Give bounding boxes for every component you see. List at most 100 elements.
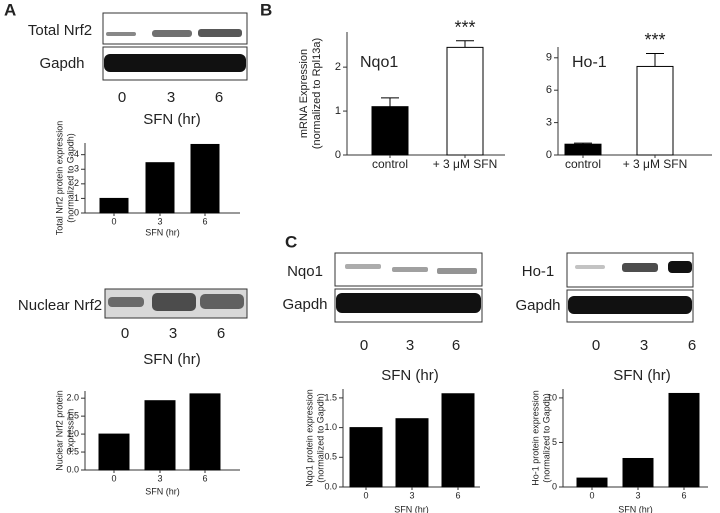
lane-label: 0 bbox=[118, 89, 126, 106]
bar bbox=[144, 400, 176, 471]
blot-xlabel: SFN (hr) bbox=[143, 351, 201, 368]
y-tick-label: 1.5 bbox=[66, 411, 79, 421]
band bbox=[345, 264, 381, 269]
bar bbox=[395, 418, 429, 488]
x-tick-label: 6 bbox=[455, 490, 460, 500]
bar bbox=[668, 392, 700, 488]
lane-label: 6 bbox=[215, 89, 223, 106]
error-bar bbox=[646, 52, 664, 67]
y-tick-label: 4 bbox=[74, 149, 79, 159]
x-tick-label: 3 bbox=[635, 490, 640, 500]
annotation: *** bbox=[454, 18, 475, 38]
y-tick-label: 2.0 bbox=[66, 393, 79, 403]
bar bbox=[190, 143, 220, 214]
x-tick-label: 3 bbox=[409, 490, 414, 500]
error-bar bbox=[574, 142, 592, 145]
band bbox=[622, 263, 658, 272]
panel-letter: B bbox=[260, 0, 272, 19]
y-axis-label: expression bbox=[65, 409, 75, 453]
y-tick-label: 0.0 bbox=[324, 481, 337, 491]
panel-letter: C bbox=[285, 232, 297, 251]
y-tick-label: 1 bbox=[74, 193, 79, 203]
bar bbox=[576, 477, 608, 488]
blot-label: Nuclear Nrf2 bbox=[18, 297, 102, 314]
bar bbox=[99, 197, 129, 214]
blot-label: Ho-1 bbox=[522, 263, 555, 280]
panel-letter: A bbox=[4, 0, 16, 19]
x-tick-label: 0 bbox=[111, 473, 116, 483]
x-tick-label: control bbox=[372, 157, 408, 171]
annotation: *** bbox=[644, 30, 665, 50]
y-tick-label: 10 bbox=[547, 392, 557, 402]
x-tick-label: + 3 μM SFN bbox=[433, 157, 498, 171]
bar bbox=[145, 162, 175, 214]
lane-label: 3 bbox=[406, 337, 414, 354]
x-tick-label: 0 bbox=[111, 216, 116, 226]
y-axis-label: mRNA Expression bbox=[298, 49, 310, 138]
x-tick-label: 6 bbox=[202, 216, 207, 226]
x-axis-label: SFN (hr) bbox=[145, 486, 180, 496]
y-tick-label: 0.5 bbox=[66, 446, 79, 456]
bar bbox=[98, 433, 130, 471]
y-tick-label: 0 bbox=[552, 481, 557, 491]
y-tick-label: 0 bbox=[335, 149, 341, 161]
y-tick-label: 1.0 bbox=[324, 422, 337, 432]
lane-label: 0 bbox=[360, 337, 368, 354]
band bbox=[152, 293, 196, 311]
bar bbox=[189, 393, 221, 471]
blot-label: Gapdh bbox=[39, 55, 84, 72]
y-tick-label: 2 bbox=[335, 61, 341, 73]
bar bbox=[564, 143, 602, 156]
bar bbox=[349, 427, 383, 488]
y-tick-label: 5 bbox=[552, 437, 557, 447]
band bbox=[392, 267, 428, 272]
x-tick-label: 3 bbox=[157, 216, 162, 226]
bar bbox=[371, 106, 409, 156]
y-tick-label: 0 bbox=[546, 149, 552, 161]
lane-label: 3 bbox=[167, 89, 175, 106]
y-axis-label: Nuclear Nrf2 protein bbox=[54, 390, 64, 471]
blot-xlabel: SFN (hr) bbox=[381, 367, 439, 384]
blot: Nqo1 Gapdh 0 3 6 SFN (hr) bbox=[282, 252, 483, 384]
x-tick-label: 6 bbox=[202, 473, 207, 483]
band bbox=[108, 297, 144, 307]
blot: Total Nrf2 Gapdh 0 3 6 SFN (hr) bbox=[28, 12, 248, 128]
band bbox=[198, 29, 242, 37]
y-tick-label: 0.5 bbox=[324, 452, 337, 462]
y-axis-label: (normalized to Rpl13a) bbox=[311, 38, 323, 149]
bar bbox=[636, 65, 674, 156]
x-tick-label: 0 bbox=[363, 490, 368, 500]
y-tick-label: 3 bbox=[546, 117, 552, 129]
lane-label: 6 bbox=[688, 337, 696, 354]
band bbox=[104, 54, 246, 72]
band bbox=[152, 30, 192, 37]
lane-label: 0 bbox=[121, 325, 129, 342]
band bbox=[437, 268, 477, 274]
lane-label: 0 bbox=[592, 337, 600, 354]
bar bbox=[441, 393, 475, 488]
lane-label: 6 bbox=[452, 337, 460, 354]
y-axis-label: (normalized to Gapdh) bbox=[65, 133, 75, 223]
blot-label: Gapdh bbox=[515, 297, 560, 314]
x-tick-label: control bbox=[565, 157, 601, 171]
x-tick-label: 0 bbox=[589, 490, 594, 500]
band bbox=[336, 293, 481, 313]
y-tick-label: 1.0 bbox=[66, 428, 79, 438]
blot-frame bbox=[334, 252, 483, 287]
y-tick-label: 0 bbox=[74, 207, 79, 217]
band bbox=[668, 261, 692, 273]
blot-xlabel: SFN (hr) bbox=[143, 111, 201, 128]
y-tick-label: 1.5 bbox=[324, 392, 337, 402]
y-tick-label: 3 bbox=[74, 164, 79, 174]
band bbox=[575, 265, 605, 269]
chart-title: Nqo1 bbox=[360, 54, 398, 71]
y-tick-label: 2 bbox=[74, 178, 79, 188]
error-bar bbox=[456, 40, 474, 48]
x-axis-label: SFN (hr) bbox=[394, 504, 429, 513]
y-axis-label: Nqo1 protein expression bbox=[304, 389, 314, 487]
blot: Ho-1 Gapdh 0 3 6 SFN (hr) bbox=[515, 252, 696, 384]
x-axis-label: SFN (hr) bbox=[618, 504, 653, 513]
error-bar bbox=[381, 97, 399, 107]
blot: Nuclear Nrf2 0 3 6 SFN (hr) bbox=[18, 288, 248, 368]
